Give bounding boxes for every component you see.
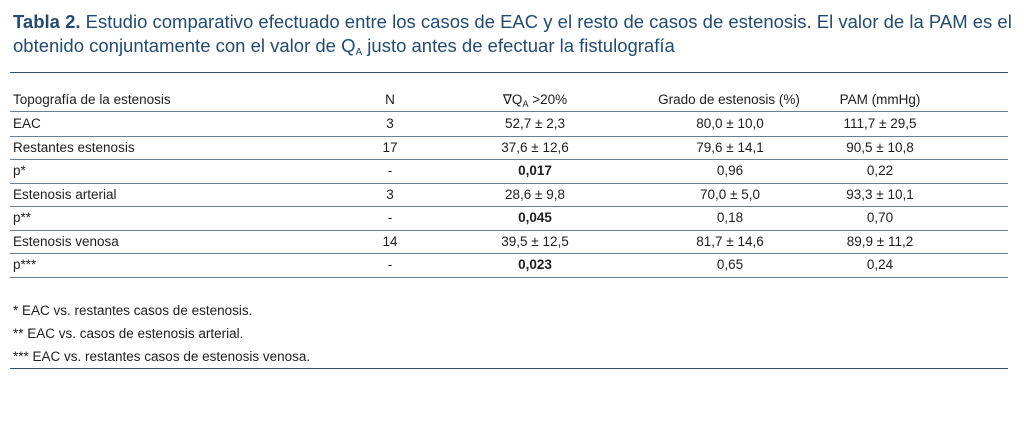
cell-c2: 37,6 ± 12,6 [501,139,569,155]
bottom-rule [10,368,1008,369]
table-row: Estenosis venosa 14 39,5 ± 12,5 81,7 ± 14,6… [0,230,1024,254]
cell-c3: 0,96 [716,163,744,178]
cell-c1: 3 [386,116,394,131]
cell-c0: Estenosis arterial [13,186,117,202]
cell-c3: 81,7 ± 14,6 [696,233,764,249]
cell-c0: Estenosis venosa [13,233,119,249]
caption-subscript: A [355,47,363,58]
footnote-3: *** EAC vs. restantes casos de estenosis… [13,349,311,364]
cell-c4: 0,70 [866,210,894,225]
row-divider [10,182,1008,184]
cell-c4: 89,9 ± 11,2 [846,233,914,249]
caption-text: Estudio comparativo efectuado entre los … [13,11,1012,56]
cell-c4: 111,7 ± 29,5 [843,116,917,131]
row-divider [10,135,1008,137]
table-row: Estenosis arterial 3 28,6 ± 9,8 70,0 ± 5,0 9… [0,183,1024,207]
header-grado: Grado de estenosis (%) [658,92,800,107]
cell-c1: 17 [382,139,398,155]
cell-c0: p* [13,163,26,178]
cell-c1: - [387,210,393,225]
row-divider [10,253,1008,254]
table-row: p** - 0,045 0,18 0,70 [0,206,1024,230]
cell-c3: 79,6 ± 14,1 [696,139,764,155]
table-row: Restantes estenosis 17 37,6 ± 12,6 79,6 ± 1… [0,136,1024,160]
header-n: N [385,92,395,107]
header-qa: ∇QA >20% [502,92,568,109]
cell-c3: 80,0 ± 10,0 [696,116,764,131]
header-rule [10,111,1008,112]
table-row: p*** - 0,023 0,65 0,24 [0,253,1024,277]
top-rule [10,72,1008,73]
cell-c3: 70,0 ± 5,0 [700,186,760,202]
footnote-2: ** EAC vs. casos de estenosis arterial. [13,326,244,341]
cell-c2: 39,5 ± 12,5 [501,233,569,249]
table-row: p* - 0,017 0,96 0,22 [0,159,1024,183]
cell-c1: 3 [386,186,394,202]
cell-c1: - [387,163,393,178]
header-pam: PAM (mmHg) [839,92,921,107]
table-header-row: Topografía de la estenosis N ∇QA >20% Gr… [0,88,1024,112]
row-divider [10,206,1008,207]
cell-c2: 0,017 [518,163,552,178]
cell-c4: 0,24 [866,257,894,272]
row-divider [10,229,1008,231]
cell-c4: 0,22 [866,163,894,178]
table-caption: Tabla 2. Estudio comparativo efectuado e… [13,10,1013,58]
caption-label: Tabla 2. [13,11,81,32]
cell-c1: 14 [382,233,398,249]
cell-c2: 0,045 [518,210,552,225]
cell-c4: 90,5 ± 10,8 [846,139,914,155]
cell-c2: 28,6 ± 9,8 [505,186,565,202]
cell-c1: - [387,257,393,272]
footnote-1: * EAC vs. restantes casos de estenosis. [13,303,253,318]
cell-c3: 0,18 [716,210,744,225]
cell-c0: p** [13,210,32,225]
cell-c3: 0,65 [716,257,744,272]
table-bottom-rule [10,277,1008,278]
cell-c0: p*** [13,257,37,272]
cell-c0: Restantes estenosis [13,139,135,155]
cell-c0: EAC [13,116,41,131]
header-topografia: Topografía de la estenosis [13,92,171,107]
row-divider [10,159,1008,160]
table-row: EAC 3 52,7 ± 2,3 80,0 ± 10,0 111,7 ± 29,5 [0,112,1024,136]
caption-text-end: justo antes de efectuar la fistulografía [362,35,675,56]
cell-c2: 0,023 [518,257,552,272]
cell-c2: 52,7 ± 2,3 [505,116,565,131]
cell-c4: 93,3 ± 10,1 [846,186,914,202]
